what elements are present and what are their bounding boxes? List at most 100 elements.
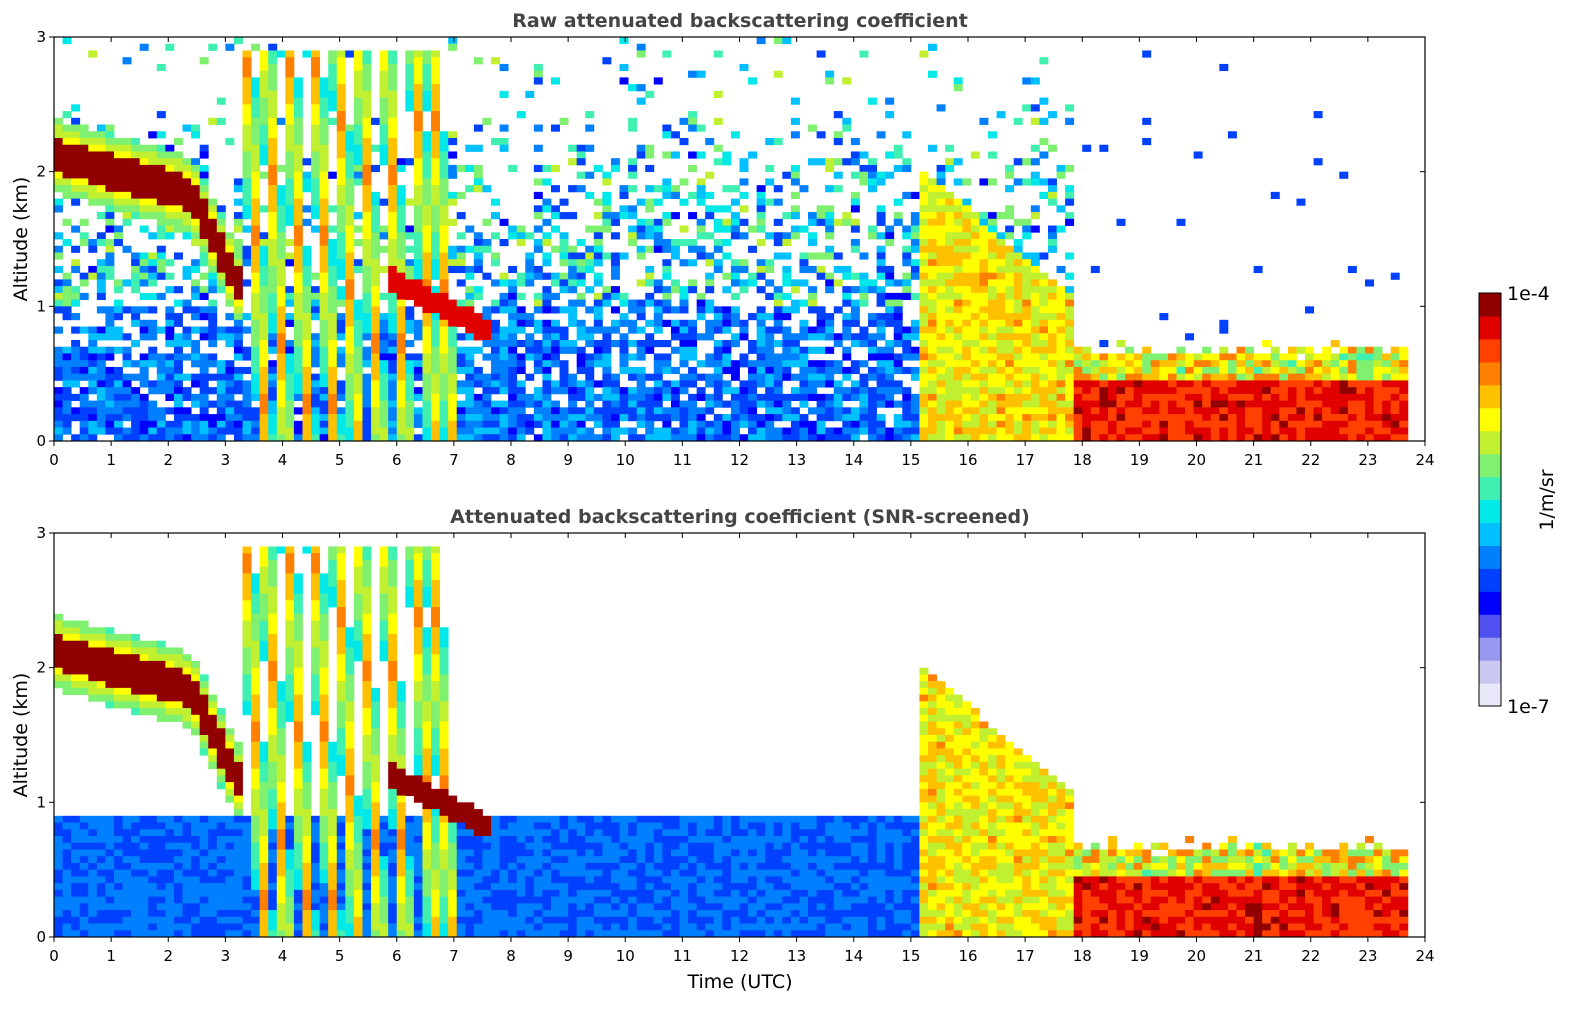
heatmap-cell [79, 360, 89, 368]
heatmap-cell [96, 640, 106, 648]
heatmap-cell [285, 178, 295, 186]
heatmap-cell [54, 198, 63, 206]
heatmap-cell [113, 306, 123, 314]
heatmap-cell [602, 326, 612, 334]
heatmap-cell [131, 660, 141, 669]
heatmap-cell [859, 427, 869, 435]
heatmap-cell [928, 212, 937, 220]
heatmap-cell [533, 265, 543, 274]
heatmap-cell [88, 427, 98, 435]
heatmap-cell [122, 862, 132, 871]
heatmap-cell [79, 326, 89, 334]
heatmap-cell [585, 306, 595, 314]
heatmap-cell [465, 326, 475, 334]
heatmap-cell [431, 239, 440, 247]
heatmap-cell [1305, 400, 1315, 408]
heatmap-cell [311, 299, 321, 307]
heatmap-cell [713, 313, 723, 321]
heatmap-cell [396, 218, 406, 226]
heatmap-cell [516, 393, 526, 401]
heatmap-cell [422, 191, 432, 199]
heatmap-cell [979, 313, 989, 321]
heatmap-cell [242, 326, 252, 334]
heatmap-cell [456, 407, 466, 415]
heatmap-cell [1142, 50, 1152, 58]
heatmap-cell [79, 923, 89, 931]
heatmap-cell [268, 407, 278, 415]
heatmap-cell [268, 400, 278, 408]
heatmap-cell [1142, 400, 1152, 408]
heatmap-cell [456, 306, 466, 314]
heatmap-cell [739, 319, 749, 327]
heatmap-cell [328, 434, 338, 442]
heatmap-cell [54, 326, 63, 334]
heatmap-cell [1279, 407, 1289, 415]
heatmap-cell [431, 427, 440, 435]
heatmap-cell [790, 393, 800, 401]
heatmap-cell [336, 104, 346, 112]
heatmap-cell [285, 407, 295, 415]
heatmap-cell [1073, 400, 1083, 408]
heatmap-cell [730, 306, 740, 314]
heatmap-cell [1142, 420, 1152, 428]
heatmap-cell [610, 259, 620, 267]
heatmap-cell [1159, 434, 1169, 442]
heatmap-cell [1373, 434, 1383, 442]
heatmap-cell [1082, 360, 1092, 368]
heatmap-cell [1262, 380, 1272, 388]
heatmap-cell [88, 353, 98, 361]
heatmap-cell [242, 366, 252, 375]
heatmap-cell [413, 218, 423, 226]
heatmap-cell [1065, 313, 1075, 321]
heatmap-cell [96, 427, 106, 435]
heatmap-cell [876, 205, 886, 213]
heatmap-cell [542, 306, 552, 314]
heatmap-cell [1133, 366, 1143, 375]
heatmap-cell [88, 647, 98, 655]
heatmap-cell [1022, 286, 1032, 294]
heatmap-cell [156, 259, 166, 267]
heatmap-cell [928, 70, 937, 78]
heatmap-cell [645, 151, 655, 159]
heatmap-cell [799, 420, 809, 428]
heatmap-cell [336, 90, 346, 98]
heatmap-cell [688, 259, 698, 267]
heatmap-cell [456, 191, 466, 199]
heatmap-cell [268, 43, 278, 51]
heatmap-cell [105, 393, 115, 401]
heatmap-cell [1022, 333, 1032, 341]
heatmap-cell [1039, 420, 1049, 428]
heatmap-cell [54, 849, 63, 857]
heatmap-cell [1065, 393, 1075, 401]
heatmap-cell [191, 212, 201, 220]
heatmap-cell [79, 400, 89, 408]
heatmap-cell [996, 299, 1006, 307]
heatmap-cell [465, 245, 475, 253]
heatmap-cell [353, 346, 363, 354]
heatmap-cell [268, 373, 278, 381]
heatmap-cell [1030, 299, 1040, 307]
heatmap-cell [850, 191, 860, 199]
heatmap-cell [962, 407, 972, 415]
heatmap-cell [1382, 387, 1392, 395]
heatmap-cell [730, 373, 740, 381]
heatmap-cell [422, 407, 432, 415]
heatmap-cell [508, 313, 518, 321]
heatmap-cell [679, 333, 689, 341]
heatmap-cell [156, 131, 166, 139]
heatmap-cell [465, 420, 475, 428]
heatmap-cell [336, 299, 346, 307]
heatmap-cell [371, 144, 381, 152]
heatmap-cell [379, 77, 389, 85]
heatmap-cell [1227, 427, 1237, 435]
heatmap-cell [962, 373, 972, 381]
heatmap-cell [1082, 387, 1092, 395]
heatmap-cell [131, 252, 141, 260]
heatmap-cell [1030, 279, 1040, 287]
heatmap-cell [473, 57, 483, 65]
heatmap-cell [628, 393, 638, 401]
heatmap-cell [987, 393, 997, 401]
heatmap-cell [919, 373, 929, 381]
heatmap-cell [276, 299, 286, 307]
heatmap-cell [593, 225, 603, 233]
